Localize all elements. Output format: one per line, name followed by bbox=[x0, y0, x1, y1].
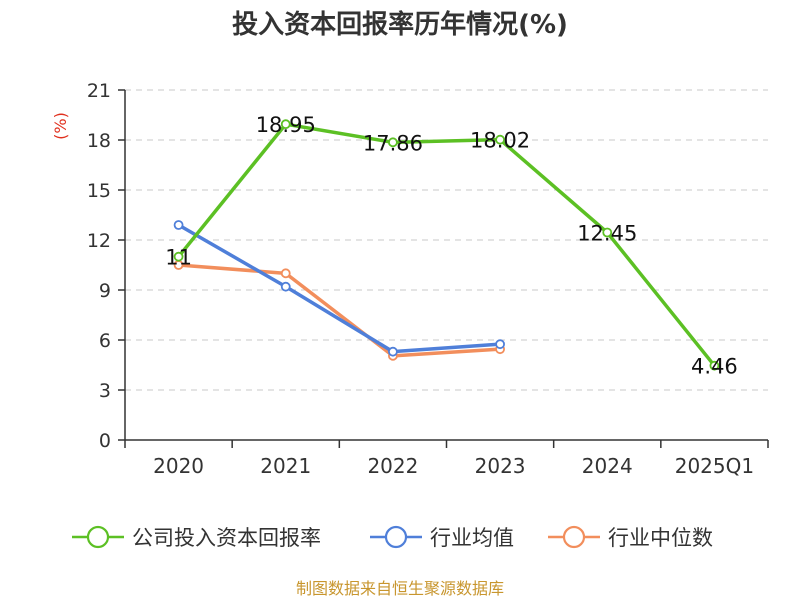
y-axis-label: (%) bbox=[51, 112, 70, 140]
x-tick-label: 2024 bbox=[582, 454, 633, 478]
series-line bbox=[178, 263, 501, 358]
legend-marker-icon bbox=[384, 525, 408, 549]
legend-marker-icon bbox=[86, 525, 110, 549]
legend-marker-icon bbox=[562, 525, 586, 549]
x-tick-label: 2022 bbox=[367, 454, 418, 478]
series-line bbox=[177, 122, 716, 367]
legend-label: 公司投入资本回报率 bbox=[132, 526, 321, 550]
series-layer bbox=[173, 119, 720, 371]
y-tick-label: 18 bbox=[87, 130, 111, 152]
data-label: 12.45 bbox=[577, 222, 637, 246]
data-point[interactable] bbox=[388, 137, 398, 148]
series-0 bbox=[173, 119, 720, 371]
data-point[interactable] bbox=[280, 119, 291, 130]
data-labels: 11 18.95 17.86 18.02 12.45 4.46 bbox=[165, 113, 738, 379]
data-point[interactable] bbox=[495, 134, 505, 145]
grid-lines bbox=[125, 89, 768, 391]
data-point[interactable] bbox=[173, 220, 184, 230]
series-2 bbox=[173, 260, 505, 361]
data-point[interactable] bbox=[709, 360, 720, 371]
data-label: 4.46 bbox=[691, 355, 738, 379]
legend[interactable]: 公司投入资本回报率 行业均值 行业中位数 bbox=[72, 525, 713, 550]
data-point[interactable] bbox=[280, 268, 291, 279]
source-note: 制图数据来自恒生聚源数据库 bbox=[296, 579, 504, 598]
legend-item-1[interactable]: 行业均值 bbox=[370, 525, 514, 550]
x-tick-label: 2025Q1 bbox=[675, 454, 754, 478]
y-tick-label: 6 bbox=[99, 330, 111, 352]
series-1 bbox=[173, 220, 505, 357]
y-tick-label: 3 bbox=[99, 380, 111, 402]
chart-title: 投入资本回报率历年情况(%) bbox=[232, 9, 568, 40]
data-point[interactable] bbox=[495, 339, 505, 350]
y-tick-label: 0 bbox=[99, 430, 111, 452]
x-tick-label: 2023 bbox=[475, 454, 526, 478]
data-label: 17.86 bbox=[363, 131, 423, 155]
data-label: 18.02 bbox=[470, 129, 530, 153]
legend-label: 行业均值 bbox=[430, 526, 514, 550]
y-tick-label: 15 bbox=[87, 180, 111, 202]
data-label: 11 bbox=[165, 246, 192, 270]
legend-label: 行业中位数 bbox=[608, 526, 713, 550]
x-tick-label: 2021 bbox=[260, 454, 311, 478]
data-point[interactable] bbox=[173, 251, 184, 262]
y-tick-label: 9 bbox=[99, 280, 111, 302]
data-label: 18.95 bbox=[256, 113, 316, 137]
axes: 0 3 6 9 12 15 18 21 2020 2021 2022 2023 2024 2025Q1 bbox=[87, 80, 769, 478]
data-point[interactable] bbox=[602, 227, 613, 238]
data-point[interactable] bbox=[388, 346, 398, 357]
y-tick-label: 12 bbox=[87, 230, 111, 252]
x-tick-label: 2020 bbox=[153, 454, 204, 478]
legend-item-2[interactable]: 行业中位数 bbox=[548, 525, 713, 550]
data-point[interactable] bbox=[280, 281, 291, 292]
series-line bbox=[177, 223, 501, 354]
y-tick-label: 21 bbox=[87, 80, 111, 102]
legend-item-0[interactable]: 公司投入资本回报率 bbox=[72, 525, 321, 550]
